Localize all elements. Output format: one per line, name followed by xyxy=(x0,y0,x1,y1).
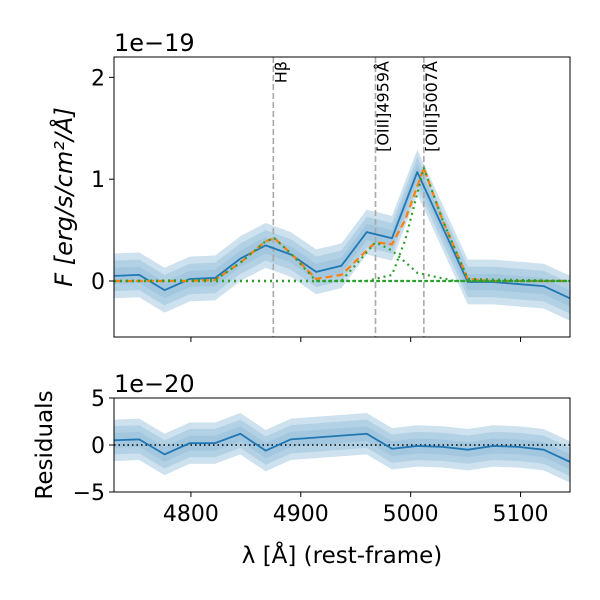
spectrum-plot-area xyxy=(114,57,570,337)
y-tick-label: 0 xyxy=(91,270,105,295)
axis-offset-text: 1e−19 xyxy=(114,29,195,57)
spectrum-series-total-model xyxy=(114,166,570,283)
y-tick-label: 0 xyxy=(91,434,105,459)
x-tick-label: 5000 xyxy=(383,502,439,527)
y-tick-label: 1 xyxy=(91,168,105,193)
y-tick-label: 5 xyxy=(91,387,105,412)
spectrum-panel: Hβ [OIII]4959Å [OIII]5007Å 0 1 2 1e−19 F [erg/s… xyxy=(49,29,571,342)
residuals-uncertainty-band-1 xyxy=(114,426,570,470)
y-axis-label: Residuals xyxy=(32,390,58,499)
residuals-plot-area xyxy=(114,413,570,483)
y-axis-label: F [erg/s/cm²/Å] xyxy=(49,107,78,286)
axis-offset-text: 1e−20 xyxy=(114,370,195,398)
spectrum-uncertainty-band-2 xyxy=(114,156,570,314)
spectrum-axes-frame xyxy=(113,56,571,338)
spectrum-series-oiii-5007-component xyxy=(114,166,570,283)
y-tick-label: −5 xyxy=(73,481,105,506)
residuals-series-residuals xyxy=(114,432,570,463)
x-tick-label: 4900 xyxy=(273,502,329,527)
emission-line-label: [OIII]5007Å xyxy=(422,61,441,152)
y-tick-label: 2 xyxy=(91,66,105,91)
emission-line-label: [OIII]4959Å xyxy=(374,61,393,152)
x-axis-label: λ [Å] (rest-frame) xyxy=(242,541,442,569)
residuals-panel: 4800 4900 5000 5100 5 0 −5 1e−20 Residuals λ [Å] … xyxy=(32,370,571,569)
x-tick-label: 4800 xyxy=(163,502,219,527)
residuals-uncertainty-band-2 xyxy=(114,419,570,477)
emission-line-label: Hβ xyxy=(271,61,290,83)
spectrum-series-h-component xyxy=(114,237,570,283)
spectrum-uncertainty-band-3 xyxy=(114,149,570,321)
residuals-uncertainty-band-3 xyxy=(114,413,570,483)
x-tick-label: 5100 xyxy=(493,502,549,527)
